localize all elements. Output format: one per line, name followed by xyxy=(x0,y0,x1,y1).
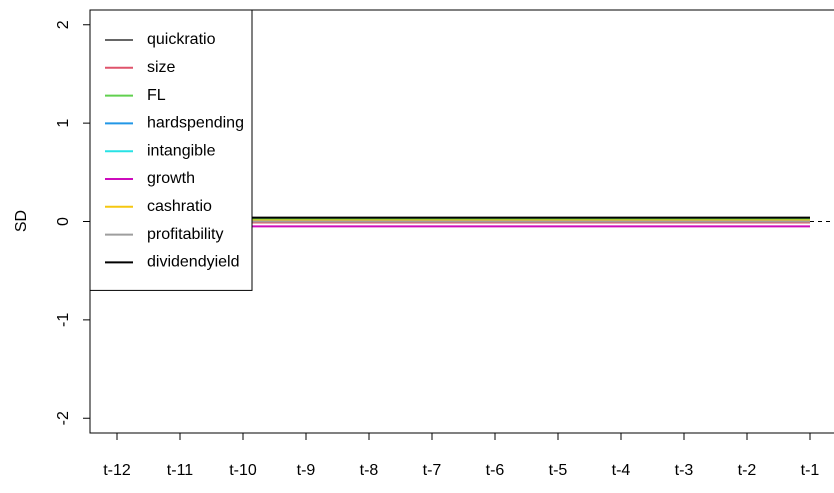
x-tick-label: t-2 xyxy=(738,462,757,479)
x-tick-label: t-6 xyxy=(486,462,505,479)
x-tick-label: t-9 xyxy=(297,462,316,479)
y-tick-label: 0 xyxy=(55,217,72,226)
x-tick-label: t-12 xyxy=(103,462,131,479)
legend-label: profitability xyxy=(147,226,223,243)
x-tick-label: t-10 xyxy=(229,462,257,479)
legend: quickratio size FL hardspending intangible gr… xyxy=(89,9,253,291)
legend-box xyxy=(89,9,253,291)
y-tick-label: 2 xyxy=(55,20,72,29)
y-tick-label: 1 xyxy=(55,119,72,128)
legend-label: FL xyxy=(147,87,166,104)
x-tick-label: t-1 xyxy=(801,462,820,479)
legend-label: hardspending xyxy=(147,115,244,132)
y-tick-label: -2 xyxy=(55,411,72,425)
x-tick-label: t-4 xyxy=(612,462,631,479)
legend-label: quickratio xyxy=(147,31,216,48)
legend-label: cashratio xyxy=(147,198,212,215)
x-tick-label: t-3 xyxy=(675,462,694,479)
legend-label: growth xyxy=(147,170,195,187)
y-tick-label: -1 xyxy=(55,313,72,327)
x-tick-label: t-5 xyxy=(549,462,568,479)
legend-label: size xyxy=(147,59,176,76)
legend-label: intangible xyxy=(147,142,216,159)
x-tick-label: t-7 xyxy=(423,462,442,479)
x-tick-label: t-8 xyxy=(360,462,379,479)
x-tick-label: t-11 xyxy=(167,462,193,479)
y-axis-title: SD xyxy=(13,210,30,232)
legend-label: dividendyield xyxy=(147,254,240,271)
